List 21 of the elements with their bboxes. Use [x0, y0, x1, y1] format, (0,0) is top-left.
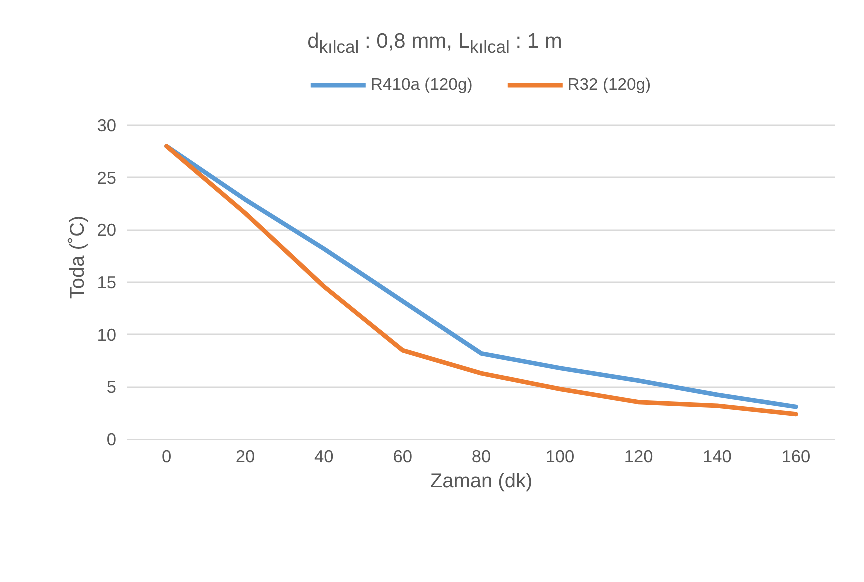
- chart-title: d$_{kılcal}$ : 0,8 mm, L$_{kılcal}$ : 1 m: [306, 29, 564, 60]
- y-tick-label: 15: [97, 272, 117, 292]
- x-tick-label: 100: [546, 446, 575, 466]
- x-tick-label: 60: [393, 446, 412, 466]
- y-tick-label: 0: [106, 430, 117, 450]
- x-tick-label: 0: [162, 446, 172, 466]
- y-tick-label: 25: [97, 168, 117, 188]
- y-tick-label: 20: [97, 220, 117, 240]
- y-axis-title: Toda (˚C): [67, 216, 90, 300]
- x-tick-label: 80: [472, 446, 492, 466]
- y-tick-label: 5: [106, 377, 117, 398]
- x-tick-label: 120: [624, 446, 654, 466]
- x-axis-title: Zaman (dk): [430, 470, 533, 492]
- y-tick-label: 10: [97, 324, 117, 345]
- legend-label: R410a (120g): [370, 75, 473, 95]
- x-tick-label: 40: [314, 446, 334, 466]
- legend-label: R32 (120g): [568, 75, 652, 95]
- x-tick-label: 20: [236, 446, 256, 466]
- y-tick-label: 30: [97, 116, 117, 136]
- x-tick-label: 160: [782, 446, 811, 466]
- x-tick-label: 140: [703, 446, 732, 466]
